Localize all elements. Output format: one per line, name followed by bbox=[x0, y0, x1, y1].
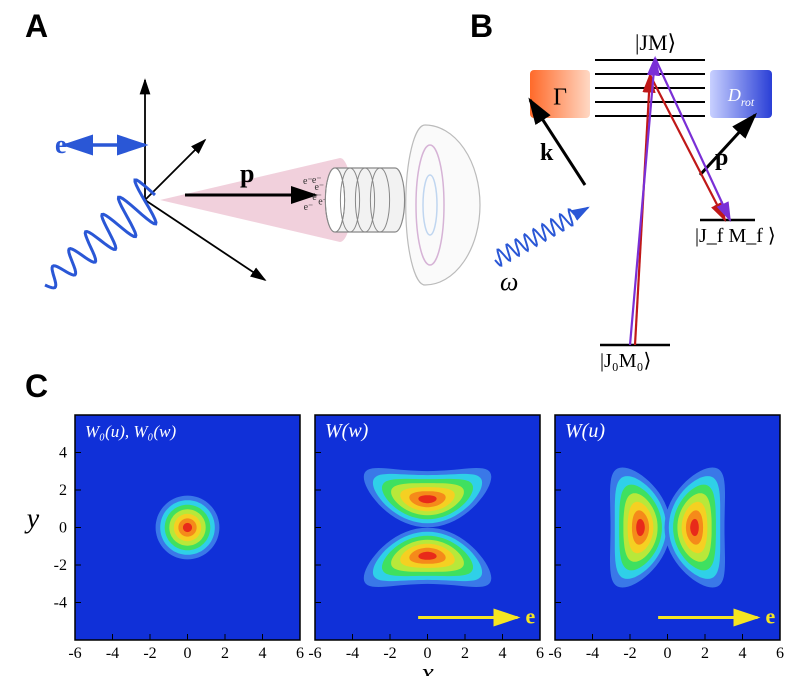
ytick-label: -2 bbox=[54, 557, 67, 574]
drot-box bbox=[710, 70, 772, 118]
label-C: C bbox=[25, 368, 48, 405]
xtick-label: 6 bbox=[296, 645, 304, 662]
vector-label: k bbox=[540, 140, 554, 166]
xtick-label: 2 bbox=[701, 645, 709, 662]
xtick-label: 4 bbox=[259, 645, 267, 662]
subplot: W(w)-6-4-20246e bbox=[308, 415, 544, 662]
electron: e⁻ bbox=[304, 202, 314, 213]
label-B: B bbox=[470, 8, 493, 45]
xtick-label: -2 bbox=[143, 645, 156, 662]
xtick-label: 4 bbox=[739, 645, 747, 662]
photon-wave bbox=[495, 209, 575, 265]
light-wave bbox=[45, 180, 156, 288]
vector-label: p bbox=[715, 145, 728, 171]
xtick-label: -2 bbox=[623, 645, 636, 662]
xtick-label: 6 bbox=[776, 645, 784, 662]
xtick-label: 0 bbox=[184, 645, 192, 662]
xtick-label: -4 bbox=[586, 645, 599, 662]
figure-svg: epe⁻e⁻e⁻e⁻e⁻e⁻|J₀M₀⟩|J_f M_f ⟩|JM⟩ΓDrotk… bbox=[0, 0, 793, 676]
omega-label: ω bbox=[500, 267, 518, 296]
xtick-label: 6 bbox=[536, 645, 544, 662]
xtick-label: -4 bbox=[346, 645, 359, 662]
label-ground: |J₀M₀⟩ bbox=[600, 350, 651, 372]
xtick-label: 2 bbox=[461, 645, 469, 662]
gamma-label: Γ bbox=[553, 85, 567, 111]
electron: e⁻ bbox=[303, 176, 313, 187]
photon-arrow bbox=[575, 208, 588, 215]
label-final: |J_f M_f ⟩ bbox=[695, 225, 776, 247]
subplot-title: W₀(u), W₀(w) bbox=[85, 422, 176, 441]
xtick-label: 0 bbox=[664, 645, 672, 662]
ytick-label: 4 bbox=[59, 445, 67, 462]
xtick-label: -4 bbox=[106, 645, 119, 662]
detector-dome bbox=[406, 125, 480, 285]
figure-root: epe⁻e⁻e⁻e⁻e⁻e⁻|J₀M₀⟩|J_f M_f ⟩|JM⟩ΓDrotk… bbox=[0, 0, 793, 676]
xtick-label: 4 bbox=[499, 645, 507, 662]
e-label: e bbox=[526, 604, 536, 629]
polarization-label: e bbox=[55, 130, 67, 159]
ytick-label: -4 bbox=[54, 595, 67, 612]
momentum-label: p bbox=[240, 159, 254, 188]
ylabel: y bbox=[24, 504, 40, 535]
subplot-title: W(w) bbox=[325, 420, 369, 442]
subplot-bg bbox=[315, 415, 540, 640]
ytick-label: 2 bbox=[59, 482, 67, 499]
xtick-label: 2 bbox=[221, 645, 229, 662]
axis bbox=[145, 140, 205, 200]
label-upper: |JM⟩ bbox=[635, 30, 676, 55]
subplot: W₀(u), W₀(w) -6 -4 -2 0 2 4 6 -4 -2 0 2 4 bbox=[54, 415, 304, 662]
xtick-label: -6 bbox=[68, 645, 81, 662]
ytick-label: 0 bbox=[59, 520, 67, 537]
xlabel: x bbox=[420, 658, 434, 676]
e-label: e bbox=[766, 604, 776, 629]
label-A: A bbox=[25, 8, 48, 45]
subplot: W(u) -6 -4 -2 0 2 4 6e bbox=[548, 415, 784, 662]
subplot-title: W(u) bbox=[565, 420, 605, 442]
electron: e⁻ bbox=[314, 182, 324, 193]
xtick-label: -6 bbox=[308, 645, 321, 662]
xtick-label: -2 bbox=[383, 645, 396, 662]
xtick-label: -6 bbox=[548, 645, 561, 662]
